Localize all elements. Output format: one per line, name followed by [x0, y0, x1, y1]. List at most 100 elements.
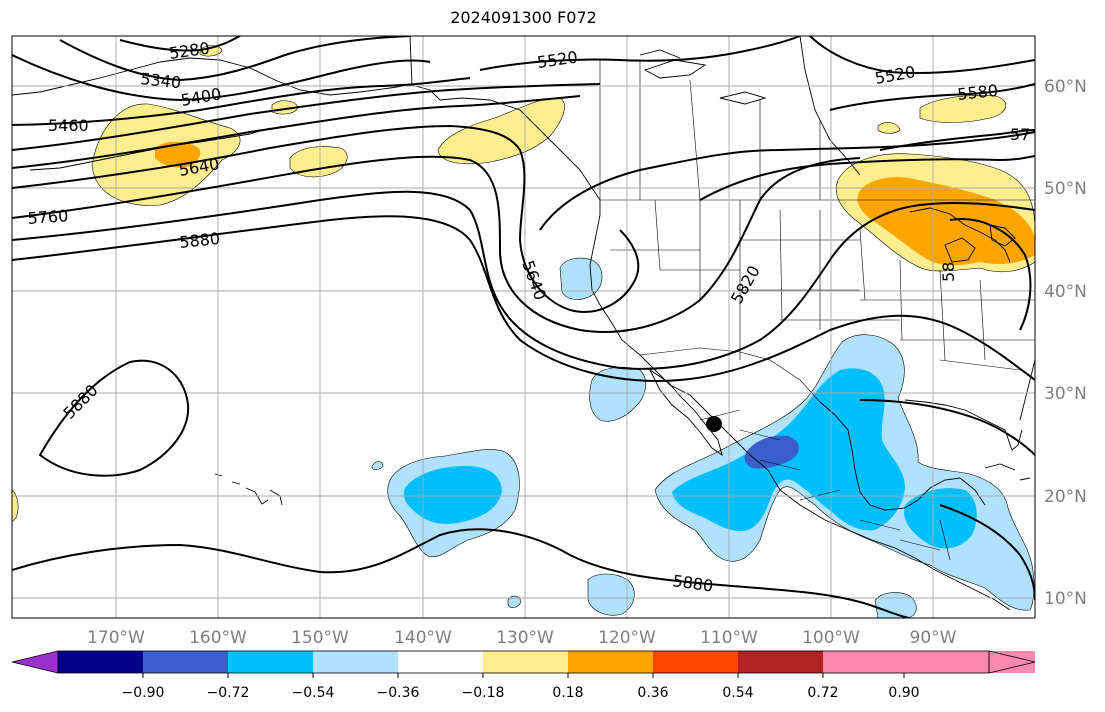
mexico-states — [699, 409, 951, 561]
political-borders — [599, 60, 1035, 561]
colorbar-label-2: −0.72 — [207, 685, 250, 701]
contour-line-south-east — [859, 399, 1035, 456]
map-border — [11, 35, 1036, 619]
lat-label-10n: 10°N — [1044, 589, 1087, 609]
colorbar-ticks — [142, 673, 905, 678]
lon-label-110w: 110°W — [700, 628, 758, 648]
contour-line-5820 — [12, 190, 1035, 370]
colorbar-outline — [57, 650, 990, 674]
lon-label-120w: 120°W — [598, 628, 656, 648]
lon-label-90w: 90°W — [910, 628, 957, 648]
contour-line-5580-ne — [829, 83, 1035, 111]
state-lines — [610, 199, 1035, 371]
contour-line-5640-west — [12, 124, 640, 313]
colorbar-label-10: 0.90 — [888, 685, 919, 701]
lightblue-region-oregon — [559, 257, 603, 300]
yellow-region-edge — [877, 122, 901, 134]
contour-label-5760: 5760 — [27, 206, 69, 228]
contour-line-east-1 — [699, 155, 1035, 201]
orange-region-great-lakes — [857, 177, 1035, 266]
colorbar-segment-1 — [58, 651, 144, 673]
colorbar-label-4: −0.36 — [377, 685, 420, 701]
colorbar-label-3: −0.54 — [292, 685, 335, 701]
contour-line-5520-ne — [809, 36, 1035, 75]
colorbar-segment-2 — [143, 651, 229, 673]
canada-provinces — [599, 60, 821, 201]
lightblue-region-tiny-1 — [507, 595, 522, 608]
us-mexico-border — [639, 347, 821, 403]
contour-line-5880 — [12, 215, 1035, 382]
lon-label-140w: 140°W — [394, 628, 452, 648]
yellow-region-small-1 — [289, 146, 348, 178]
positive-anomaly-regions — [12, 45, 1035, 523]
lon-label-100w: 100°W — [802, 628, 860, 648]
blue-region-pacific-central — [403, 466, 502, 524]
contour-line-east-loop — [949, 218, 1032, 331]
colorbar-label-8: 0.54 — [722, 685, 753, 701]
colorbar-segment-8 — [653, 651, 739, 673]
east-coast — [1019, 359, 1035, 421]
contour-line-5280 — [119, 36, 241, 52]
caribbean-islands — [984, 463, 1031, 481]
hawaii-islands — [214, 473, 283, 506]
lat-label-50n: 50°N — [1044, 179, 1087, 199]
yellow-region-alaska-panhandle — [437, 97, 565, 165]
negative-anomaly-regions — [371, 257, 1035, 618]
map-area: 5280 5340 5400 5460 5520 5520 5580 57 56… — [12, 36, 1035, 618]
colorbar-segment-4 — [313, 651, 399, 673]
greenland-arctic-lines — [639, 49, 767, 105]
contour-line-57xx-a — [12, 83, 601, 151]
lightblue-region-tiny-2 — [371, 461, 384, 471]
colorbar: −0.90 −0.72 −0.54 −0.36 −0.18 0.18 0.36 … — [11, 650, 1036, 701]
colorbar-segment-9 — [738, 651, 824, 673]
contour-line-5520-east — [479, 36, 801, 71]
darkblue-region-mexico — [744, 435, 799, 469]
orange-region-west — [155, 141, 201, 168]
baja-california — [648, 368, 723, 457]
colorbar-label-9: 0.72 — [807, 685, 838, 701]
contour-line-5400 — [12, 54, 431, 102]
gulf-coast — [819, 401, 986, 511]
lat-label-40n: 40°N — [1044, 282, 1087, 302]
colorbar-label-7: 0.36 — [637, 685, 668, 701]
lat-label-60n: 60°N — [1044, 77, 1087, 97]
lightblue-region-south-pacific — [587, 573, 635, 616]
contour-label-57xx: 57 — [1010, 125, 1030, 144]
location-marker-dot — [706, 416, 722, 432]
gridlines — [12, 36, 1035, 618]
lon-label-130w: 130°W — [496, 628, 554, 648]
contour-label-5580: 5580 — [956, 81, 998, 104]
contour-label-5880-a: 5880 — [178, 229, 220, 252]
colorbar-segment-6 — [483, 651, 569, 673]
lon-label-170w: 170°W — [87, 628, 145, 648]
colorbar-extend-left — [11, 650, 59, 674]
colorbar-label-5: −0.18 — [462, 685, 505, 701]
blue-region-caribbean — [904, 488, 977, 549]
colorbar-segment-3 — [228, 651, 314, 673]
florida — [904, 399, 1023, 451]
colorbar-segment-7 — [568, 651, 654, 673]
contour-line-5880-closed — [38, 359, 190, 477]
longitude-labels: 170°W 160°W 150°W 140°W 130°W 120°W 110°… — [87, 628, 957, 648]
height-contours — [12, 36, 1035, 618]
colorbar-segment-10 — [823, 651, 904, 673]
lat-label-30n: 30°N — [1044, 384, 1087, 404]
colorbar-label-1: −0.90 — [122, 685, 165, 701]
contour-line-south-east-2 — [939, 504, 1035, 601]
yellow-region-north-east — [919, 95, 1006, 123]
contour-label-5460: 5460 — [48, 116, 89, 135]
latitude-labels: 60°N 50°N 40°N 30°N 20°N 10°N — [1044, 77, 1087, 609]
map-title: 2024091300 F072 — [450, 8, 597, 27]
contour-line-5580-west — [12, 95, 581, 169]
contour-label-58xx: 58 — [939, 262, 958, 282]
contour-line-5760 — [12, 155, 861, 333]
colorbar-label-6: 0.18 — [552, 685, 583, 701]
colorbar-segment-5 — [398, 651, 484, 673]
contour-line-5340 — [59, 36, 411, 82]
north-america-west-coast — [409, 36, 1011, 611]
lon-label-150w: 150°W — [291, 628, 349, 648]
contour-line-5880-south — [12, 528, 911, 618]
contour-label-5340: 5340 — [140, 69, 182, 92]
lon-label-160w: 160°W — [189, 628, 247, 648]
